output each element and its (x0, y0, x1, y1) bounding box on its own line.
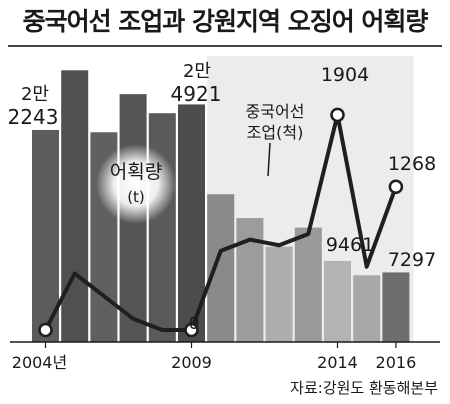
bar-2008 (148, 113, 176, 342)
bar-2012 (265, 246, 293, 342)
line-marker-2014 (330, 107, 345, 123)
bar-2016-label: 7297 (388, 249, 436, 271)
line-series-legend: 중국어선 (246, 102, 305, 121)
line-marker-2004 (38, 322, 53, 338)
bar-2004-label-line1: 2만 (21, 84, 49, 105)
bar-2005 (61, 70, 89, 343)
line-2014-label: 1904 (321, 64, 369, 86)
line-marker-2016 (388, 179, 404, 194)
bar-2009-label-line1: 2만 (183, 61, 211, 82)
bar-2011 (236, 218, 264, 342)
title-divider (8, 45, 442, 47)
bar-2004-label-line2: 2243 (8, 105, 59, 129)
bar-2015 (353, 275, 381, 342)
bar-2016 (382, 272, 410, 342)
x-tick-label-2: 2014 (317, 353, 358, 372)
source-note: 자료:강원도 환동해본부 (290, 379, 438, 397)
line-2016-label: 1268 (388, 153, 436, 175)
bar-2004 (32, 129, 59, 342)
bar-2013 (294, 227, 322, 342)
x-tick-label-3: 2016 (376, 353, 417, 372)
bar-2014-label: 9461 (326, 234, 374, 256)
chart-title: 중국어선 조업과 강원지역 오징어 어획량 (22, 7, 429, 36)
line-legend-leader (267, 142, 271, 177)
line-2009-label: 0 (189, 314, 200, 334)
bar-2009-label-line2: 4921 (171, 82, 222, 106)
line-series-unit: 조업(척) (247, 123, 304, 142)
line-marker-2009 (184, 322, 199, 338)
bar-2014 (324, 260, 351, 342)
bar-series-legend: 어획량 (110, 161, 162, 183)
bar-series-unit: (t) (127, 188, 145, 206)
x-tick-label-1: 2009 (171, 353, 212, 372)
bar-2010 (207, 194, 235, 342)
bar-legend-glow (96, 144, 176, 224)
x-tick-label-0: 2004년 (12, 353, 67, 372)
